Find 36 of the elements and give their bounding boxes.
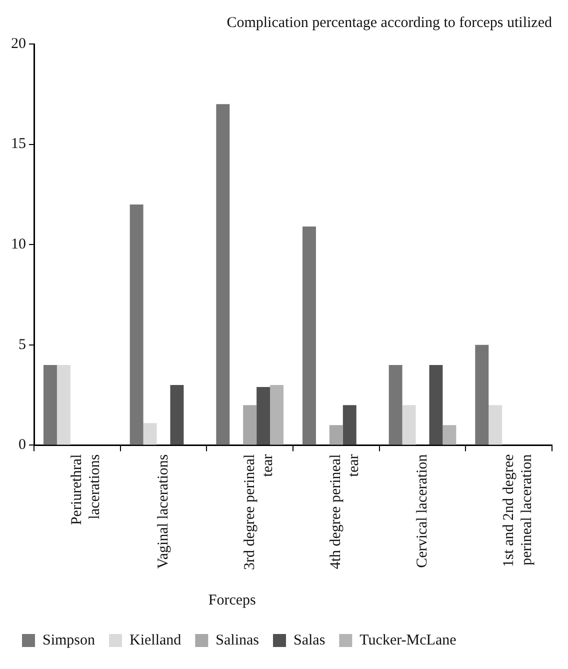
x-tick-label: 4th degree perineal tear [328,454,362,570]
legend-label: Salinas [216,632,260,648]
bar [43,364,57,445]
bar [488,405,502,445]
bar [270,385,284,445]
y-tick-label: 20 [11,36,26,52]
bar [130,204,144,445]
legend-title: Forceps [208,592,256,608]
bar [216,104,230,445]
bar [388,364,402,445]
bar [143,423,157,445]
y-tick-label: 5 [18,336,26,353]
legend-label: Tucker-McLane [360,632,457,648]
bar [243,405,257,445]
y-tick-label: 10 [11,236,26,253]
chart-title: Complication percentage according to forceps utilized [226,14,552,31]
x-tick-label: Periurethral lacerations [69,454,104,526]
legend-label: Simpson [42,632,96,648]
bar [429,364,443,445]
bar [256,387,270,445]
y-tick-label: 15 [11,136,26,152]
bar [442,425,456,445]
legend-label: Salas [293,632,326,648]
bar [329,425,343,445]
x-tick-label: Vaginal lacerations [155,454,172,569]
x-tick-label: 1st and 2nd degree perineal laceration [500,454,535,568]
bar [56,364,70,445]
bar [475,344,489,445]
bar [170,385,184,445]
x-tick-label: 3rd degree perineal tear [242,454,276,570]
y-tick-label: 0 [18,437,26,454]
bar [402,405,416,445]
bar [302,226,316,445]
bar [342,405,356,445]
legend-label: Kielland [130,632,182,648]
x-tick-label: Cervical laceration [414,454,430,568]
